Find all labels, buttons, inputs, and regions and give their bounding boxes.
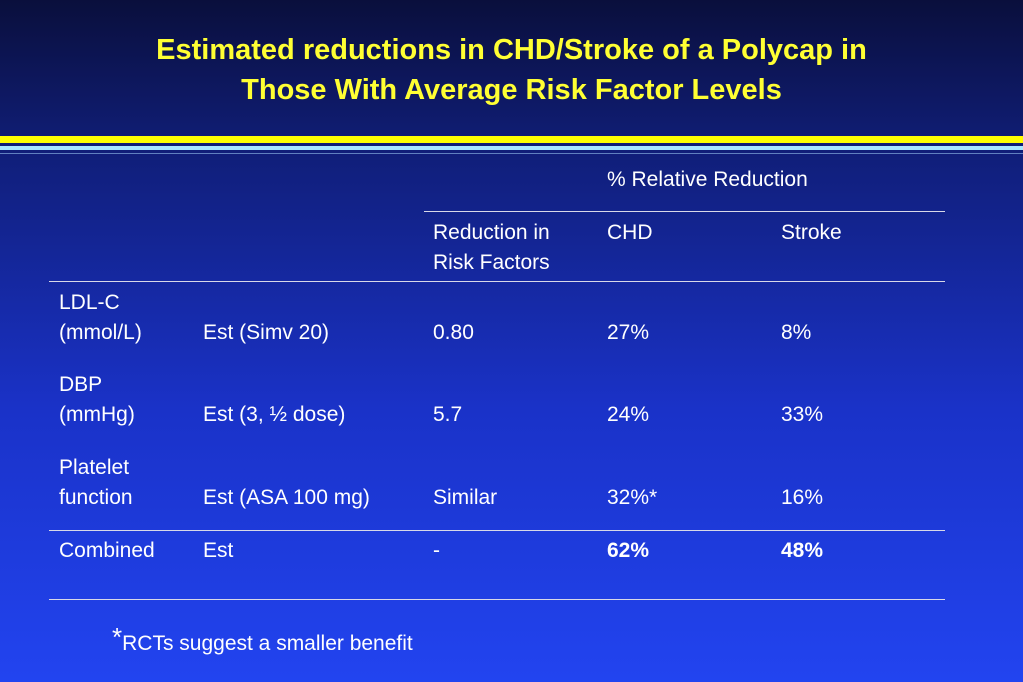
title-divider-yellow bbox=[0, 136, 1023, 143]
row-ldl-reduction: 0.80 bbox=[433, 321, 474, 344]
col-header-stroke: Stroke bbox=[781, 221, 842, 244]
row-combined-chd: 62% bbox=[607, 539, 650, 562]
row-ldl-stroke: 8% bbox=[781, 321, 812, 344]
col-header-reduction-line2: Risk Factors bbox=[433, 251, 550, 274]
row-dbp-reduction: 5.7 bbox=[433, 403, 463, 426]
row-dbp-label-line1: DBP bbox=[59, 373, 103, 396]
row-dbp-label-line2: (mmHg) bbox=[59, 403, 135, 426]
footnote-text: RCTs suggest a smaller benefit bbox=[122, 632, 413, 655]
combined-rule bbox=[49, 530, 945, 531]
row-ldl-est: Est (Simv 20) bbox=[203, 321, 330, 344]
row-ldl-label-line2: (mmol/L) bbox=[59, 321, 142, 344]
row-platelet-label-line2: function bbox=[59, 486, 133, 509]
col-header-reduction-line1: Reduction in bbox=[433, 221, 550, 244]
row-platelet-stroke: 16% bbox=[781, 486, 824, 509]
row-dbp-stroke: 33% bbox=[781, 403, 824, 426]
slide-title: Estimated reductions in CHD/Stroke of a … bbox=[0, 30, 1023, 110]
row-platelet-label-line1: Platelet bbox=[59, 456, 130, 479]
footnote: *RCTs suggest a smaller benefit bbox=[112, 622, 413, 659]
row-dbp-est: Est (3, ½ dose) bbox=[203, 403, 346, 426]
row-combined-reduction: - bbox=[433, 539, 440, 562]
title-line-1: Estimated reductions in CHD/Stroke of a … bbox=[156, 34, 867, 66]
col-header-chd: CHD bbox=[607, 221, 653, 244]
footnote-marker: * bbox=[112, 622, 123, 652]
title-line-2: Those With Average Risk Factor Levels bbox=[241, 74, 782, 106]
title-divider-cyan bbox=[0, 146, 1023, 150]
row-ldl-label-line1: LDL-C bbox=[59, 291, 120, 314]
row-dbp-chd: 24% bbox=[607, 403, 650, 426]
row-platelet-reduction: Similar bbox=[433, 486, 498, 509]
title-divider-thin bbox=[0, 153, 1023, 154]
group-header-rule bbox=[424, 211, 945, 212]
header-rule bbox=[49, 281, 945, 282]
row-platelet-est: Est (ASA 100 mg) bbox=[203, 486, 370, 509]
row-combined-label: Combined bbox=[59, 539, 155, 562]
row-platelet-chd: 32%* bbox=[607, 486, 658, 509]
group-header-relative-reduction: % Relative Reduction bbox=[607, 168, 808, 191]
row-ldl-chd: 27% bbox=[607, 321, 650, 344]
row-combined-stroke: 48% bbox=[781, 539, 824, 562]
row-combined-est: Est bbox=[203, 539, 234, 562]
table-bottom-rule bbox=[49, 599, 945, 600]
